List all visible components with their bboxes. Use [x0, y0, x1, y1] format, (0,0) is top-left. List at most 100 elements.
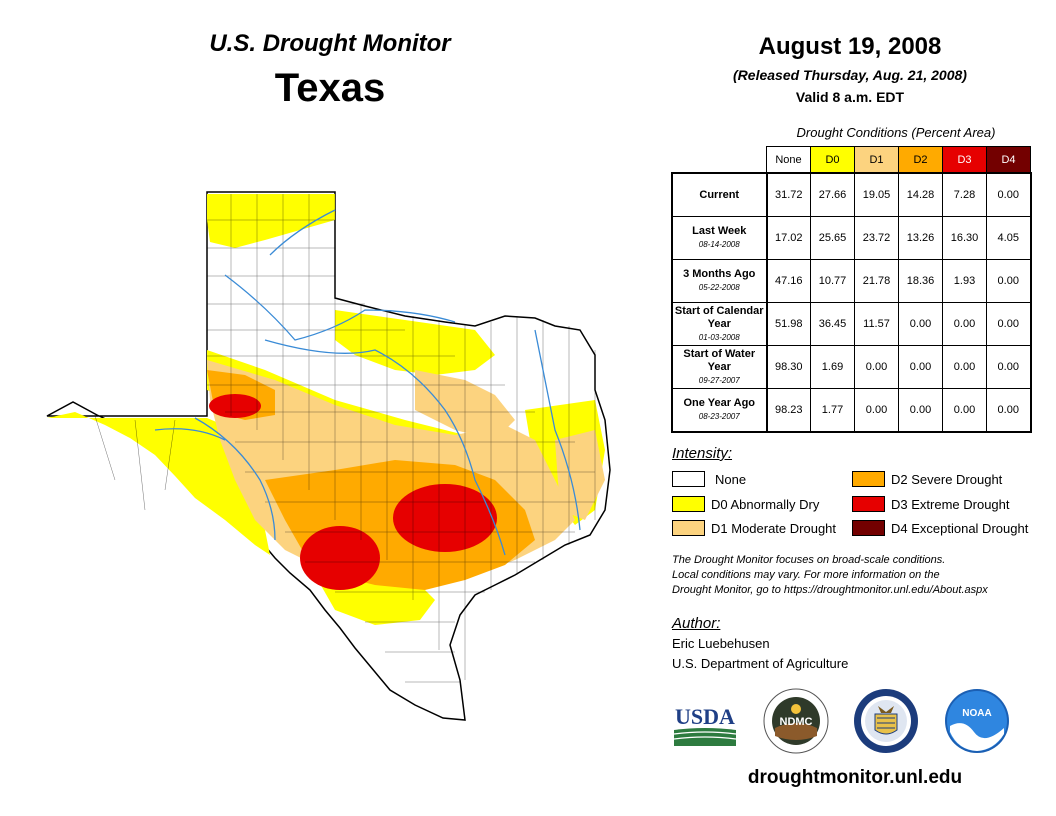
- cell: 25.65: [810, 216, 855, 260]
- legend-item-d3: D3 Extreme Drought: [852, 495, 1010, 513]
- cell: 7.28: [942, 172, 987, 217]
- row-label: Last Week 08-14-2008: [671, 216, 768, 260]
- cell: 16.30: [942, 216, 987, 260]
- usda-logo-text: USDA: [675, 704, 735, 729]
- cell: 0.00: [942, 345, 987, 389]
- legend-swatch: [672, 520, 705, 536]
- noaa-logo: NOAA: [944, 688, 1010, 754]
- cell: 98.30: [766, 345, 811, 389]
- legend-item-d2: D2 Severe Drought: [852, 470, 1002, 488]
- legend-swatch: [852, 520, 885, 536]
- cell: 19.05: [854, 172, 899, 217]
- row-label: Current: [671, 172, 768, 217]
- legend-label: D4 Exceptional Drought: [891, 520, 1029, 536]
- cell: 0.00: [986, 388, 1032, 433]
- cell: 23.72: [854, 216, 899, 260]
- col-d1: D1: [854, 146, 899, 174]
- d3-west-texas: [209, 394, 261, 418]
- cell: 0.00: [898, 302, 943, 346]
- legend-swatch: [672, 496, 705, 512]
- cell: 27.66: [810, 172, 855, 217]
- usda-logo: USDA: [672, 700, 738, 748]
- monitor-title: U.S. Drought Monitor: [209, 30, 451, 57]
- river-brazos: [264, 339, 506, 556]
- cell: 0.00: [898, 345, 943, 389]
- site-url[interactable]: droughtmonitor.unl.edu: [747, 767, 963, 788]
- rivers: [154, 209, 581, 556]
- river-rio-grande-upper: [154, 428, 226, 441]
- cell: 4.05: [986, 216, 1032, 260]
- col-d4: D4: [986, 146, 1031, 174]
- cell: 36.45: [810, 302, 855, 346]
- row-label: Start of Calendar Year 01-03-2008: [671, 302, 768, 346]
- cell: 13.26: [898, 216, 943, 260]
- legend-label: D1 Moderate Drought: [711, 520, 837, 536]
- cell: 0.00: [986, 345, 1032, 389]
- drought-stats-table: None D0 D1 D2 D3 D4 Current 31.72 27.66 …: [671, 146, 1032, 433]
- noaa-logo-text: NOAA: [962, 708, 991, 719]
- d0-far-west: [47, 412, 270, 555]
- note-line: Drought Monitor, go to https://droughtmo…: [672, 584, 988, 596]
- d3-central-texas: [393, 484, 497, 552]
- note-line: Local conditions may vary. For more info…: [672, 569, 940, 581]
- cell: 1.69: [810, 345, 855, 389]
- table-row: 3 Months Ago 05-22-2008 47.16 10.77 21.78…: [671, 259, 1032, 303]
- col-d0: D0: [810, 146, 855, 174]
- ndmc-logo: NDMC: [763, 688, 829, 754]
- legend-label: D3 Extreme Drought: [891, 496, 1010, 512]
- map-date: August 19, 2008: [758, 33, 942, 60]
- cell: 11.57: [854, 302, 899, 346]
- valid-time: Valid 8 a.m. EDT: [795, 89, 905, 105]
- cell: 17.02: [766, 216, 811, 260]
- cell: 98.23: [766, 388, 811, 433]
- cell: 0.00: [942, 302, 987, 346]
- region-title: Texas: [274, 66, 386, 110]
- ndmc-logo-text: NDMC: [780, 716, 813, 728]
- legend-item-none: None: [672, 470, 746, 488]
- legend-swatch: [672, 471, 705, 487]
- river-pecos: [194, 417, 276, 541]
- legend-swatch: [852, 496, 885, 512]
- author-org: U.S. Department of Agriculture: [672, 656, 849, 671]
- legend-label: None: [715, 471, 747, 487]
- cell: 21.78: [854, 259, 899, 303]
- table-caption: Drought Conditions (Percent Area): [796, 125, 996, 140]
- cell: 1.77: [810, 388, 855, 433]
- river-canadian: [269, 209, 336, 256]
- cell: 31.72: [766, 172, 811, 217]
- cell: 0.00: [898, 388, 943, 433]
- d0-panhandle-north: [207, 194, 335, 248]
- table-row: Current 31.72 27.66 19.05 14.28 7.28 0.0…: [671, 172, 1032, 217]
- legend-label: D2 Severe Drought: [891, 471, 1003, 487]
- legend-item-d0: D0 Abnormally Dry: [672, 495, 819, 513]
- d1-east: [555, 430, 605, 520]
- cell: 18.36: [898, 259, 943, 303]
- legend-title: Intensity:: [672, 445, 733, 462]
- legend-label: D0 Abnormally Dry: [711, 496, 820, 512]
- d3-south-texas: [300, 526, 380, 590]
- legend-swatch: [852, 471, 885, 487]
- cell: 0.00: [986, 172, 1032, 217]
- river-red: [224, 274, 456, 341]
- county-boundaries: [94, 194, 596, 683]
- cell: 10.77: [810, 259, 855, 303]
- note-line: The Drought Monitor focuses on broad-sca…: [672, 554, 946, 566]
- col-d3: D3: [942, 146, 987, 174]
- river-trinity: [534, 329, 581, 531]
- row-label: Start of Water Year 09-27-2007: [671, 345, 768, 389]
- cell: 0.00: [942, 388, 987, 433]
- table-corner: [672, 146, 767, 174]
- cell: 0.00: [854, 345, 899, 389]
- author-name: Eric Luebehusen: [672, 636, 770, 651]
- table-row: Last Week 08-14-2008 17.02 25.65 23.72 13…: [671, 216, 1032, 260]
- legend-item-d1: D1 Moderate Drought: [672, 519, 836, 537]
- drought-areas: [47, 194, 605, 625]
- d0-north-central: [335, 310, 495, 375]
- author-heading: Author:: [672, 615, 721, 632]
- cell: 51.98: [766, 302, 811, 346]
- cell: 47.16: [766, 259, 811, 303]
- legend-item-d4: D4 Exceptional Drought: [852, 519, 1028, 537]
- release-date: (Released Thursday, Aug. 21, 2008): [733, 67, 967, 83]
- cell: 14.28: [898, 172, 943, 217]
- cell: 0.00: [854, 388, 899, 433]
